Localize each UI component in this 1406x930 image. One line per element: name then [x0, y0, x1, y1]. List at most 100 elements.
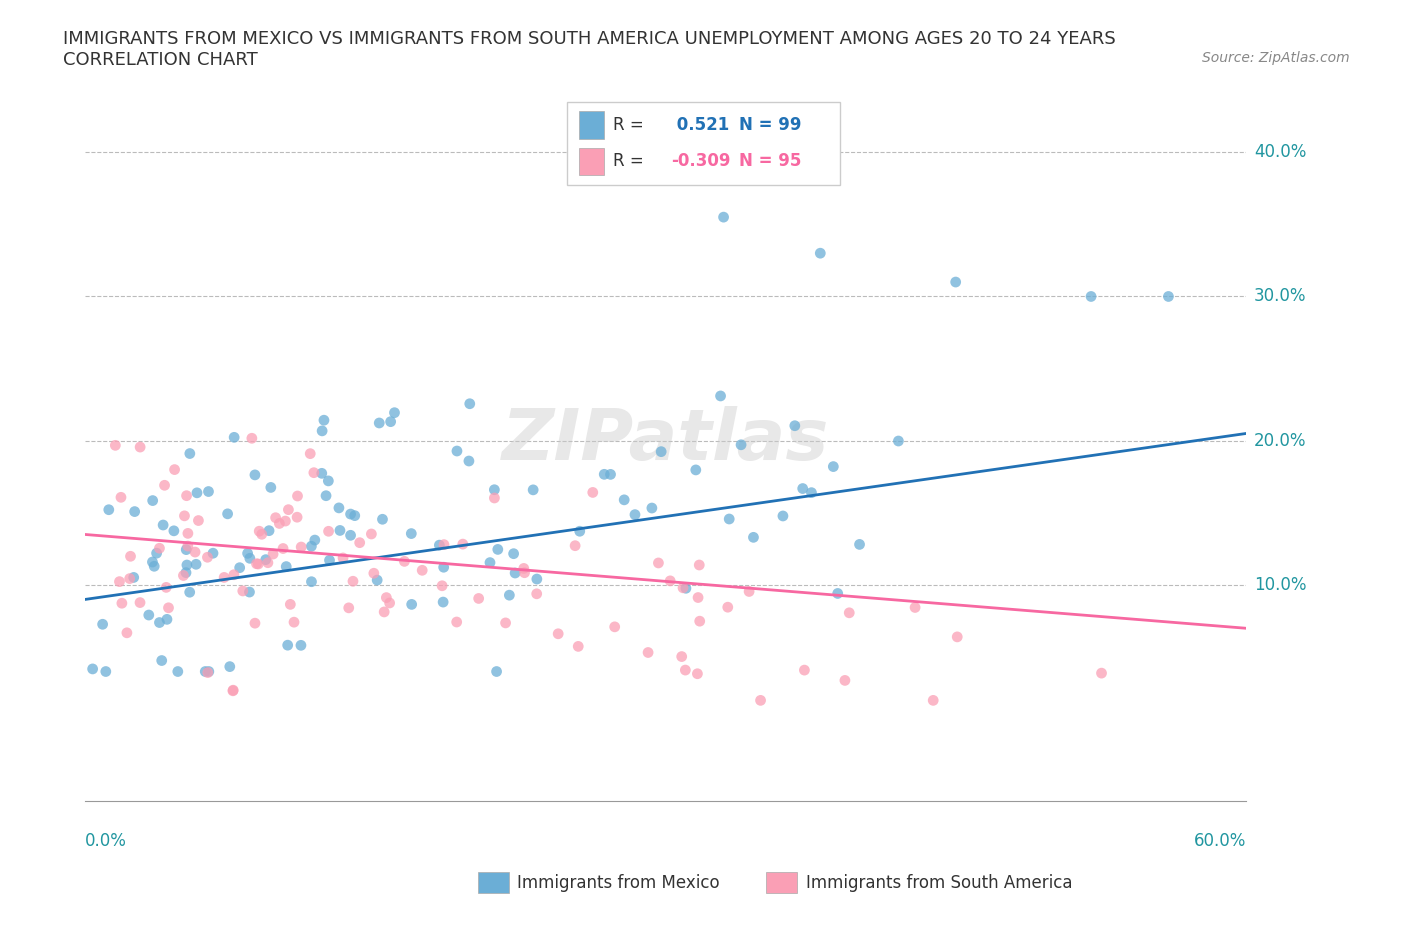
Point — [179, 446, 201, 461]
Text: N = 99: N = 99 — [738, 116, 801, 134]
Text: 40.0%: 40.0% — [1254, 143, 1306, 161]
Point — [153, 478, 176, 493]
Point — [671, 649, 693, 664]
Point — [122, 570, 145, 585]
Point — [672, 580, 695, 595]
Point — [1080, 289, 1102, 304]
Point — [337, 601, 360, 616]
Point — [97, 502, 120, 517]
Point — [433, 538, 456, 552]
Point — [689, 614, 711, 629]
Point — [363, 565, 385, 580]
Point — [567, 639, 589, 654]
Point — [375, 591, 398, 605]
Point — [613, 492, 636, 507]
Point — [641, 500, 664, 515]
Point — [318, 552, 340, 567]
Point — [302, 465, 325, 480]
Point — [155, 580, 177, 595]
Text: Immigrants from South America: Immigrants from South America — [806, 873, 1073, 892]
Point — [378, 595, 401, 610]
Point — [238, 585, 260, 600]
Point — [603, 619, 626, 634]
Text: R =: R = — [613, 116, 650, 134]
Point — [366, 573, 388, 588]
Point — [228, 560, 250, 575]
Point — [198, 664, 221, 679]
Point — [717, 600, 740, 615]
Point — [827, 586, 849, 601]
Point — [411, 563, 433, 578]
Point — [946, 630, 969, 644]
Point — [243, 616, 266, 631]
Point — [222, 684, 245, 698]
Point — [269, 516, 291, 531]
Point — [129, 440, 152, 455]
Point — [179, 585, 201, 600]
Point — [177, 538, 200, 553]
Point — [311, 423, 333, 438]
Point — [647, 555, 669, 570]
Point — [243, 468, 266, 483]
Point — [432, 594, 454, 609]
Text: ZIPatlas: ZIPatlas — [502, 406, 830, 475]
Point — [349, 536, 371, 551]
Point — [245, 556, 267, 571]
Point — [118, 571, 141, 586]
Point — [834, 673, 856, 688]
Point — [783, 418, 806, 433]
Point — [247, 524, 270, 538]
Point — [384, 405, 406, 420]
Point — [91, 617, 114, 631]
Point — [277, 502, 299, 517]
Point — [513, 565, 536, 580]
FancyBboxPatch shape — [766, 872, 797, 893]
Point — [224, 430, 246, 445]
Point — [1157, 289, 1180, 304]
Point — [373, 604, 395, 619]
Point — [142, 493, 165, 508]
Point — [290, 638, 312, 653]
Point — [467, 591, 489, 605]
Point — [624, 507, 647, 522]
Point — [239, 551, 262, 565]
Point — [686, 591, 709, 605]
Point — [186, 485, 208, 500]
Point — [522, 483, 544, 498]
Point — [222, 683, 245, 698]
FancyBboxPatch shape — [478, 872, 509, 893]
Point — [287, 488, 309, 503]
Point — [498, 588, 520, 603]
Point — [247, 556, 270, 571]
Text: 20.0%: 20.0% — [1254, 432, 1306, 450]
Point — [637, 645, 659, 660]
Point — [111, 596, 134, 611]
Text: Source: ZipAtlas.com: Source: ZipAtlas.com — [1202, 51, 1350, 65]
Point — [564, 538, 586, 553]
Text: 60.0%: 60.0% — [1194, 832, 1246, 850]
Bar — [578, 148, 605, 175]
Text: CORRELATION CHART: CORRELATION CHART — [63, 51, 259, 69]
Point — [945, 274, 967, 289]
Point — [212, 570, 235, 585]
Point — [342, 574, 364, 589]
Point — [156, 612, 179, 627]
Point — [218, 659, 240, 674]
Point — [222, 567, 245, 582]
Point — [311, 466, 333, 481]
Point — [312, 413, 335, 428]
Point — [184, 545, 207, 560]
Point — [264, 511, 287, 525]
Text: 10.0%: 10.0% — [1254, 576, 1306, 594]
Point — [177, 526, 200, 541]
Point — [675, 581, 697, 596]
Point — [176, 488, 198, 503]
Point — [115, 625, 138, 640]
Point — [526, 572, 548, 587]
Point — [526, 586, 548, 601]
Point — [495, 616, 517, 631]
Point — [738, 584, 761, 599]
Point — [174, 565, 197, 580]
Point — [304, 533, 326, 548]
Point — [329, 523, 352, 538]
